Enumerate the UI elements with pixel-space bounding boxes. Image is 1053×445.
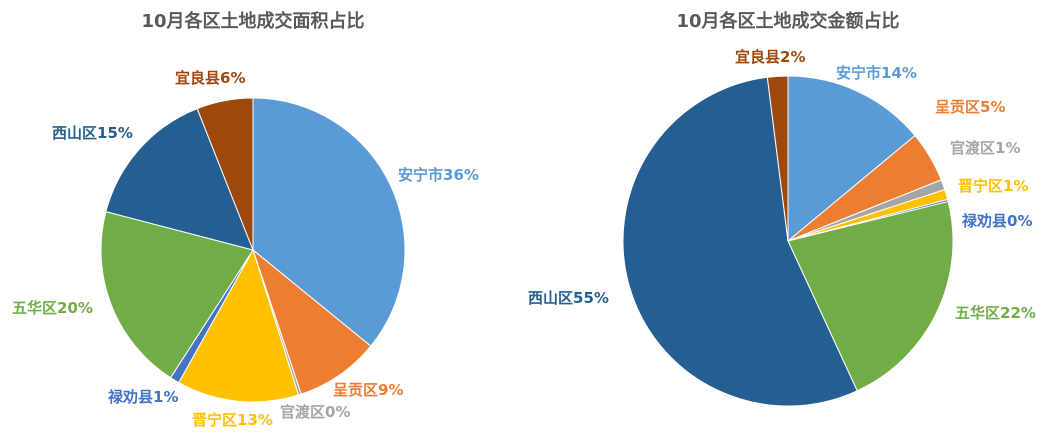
- slice-name: 官渡区: [950, 139, 995, 157]
- slice-label: 晋宁区1%: [958, 177, 1028, 195]
- slice-name: 五华区: [12, 299, 57, 317]
- slice-name: 呈贡区: [935, 98, 980, 116]
- chart-title: 10月各区土地成交金额占比: [676, 10, 899, 32]
- slice-label: 五华区22%: [955, 304, 1036, 322]
- pie-slice: [766, 75, 789, 242]
- slice-value: 5%: [980, 98, 1005, 116]
- pie-slice: [100, 211, 254, 379]
- slice-name: 西山区: [528, 289, 573, 307]
- slice-label: 呈贡区9%: [333, 381, 403, 399]
- slice-label: 五华区20%: [12, 299, 93, 317]
- slice-name: 宜良县: [175, 69, 220, 87]
- pie-slice: [196, 97, 254, 251]
- slice-label: 西山区55%: [528, 289, 609, 307]
- pie-slice: [787, 75, 916, 243]
- pie-slice: [252, 97, 406, 347]
- slice-value: 36%: [443, 166, 479, 184]
- pie-slice: [105, 107, 254, 251]
- slice-value: 0%: [1007, 212, 1032, 230]
- slice-label: 呈贡区5%: [935, 98, 1005, 116]
- slice-value: 0%: [325, 403, 350, 421]
- slice-value: 13%: [237, 411, 273, 429]
- chart-title: 10月各区土地成交面积占比: [141, 10, 364, 32]
- slice-name: 禄劝县: [961, 212, 1007, 230]
- slice-name: 晋宁区: [958, 177, 1003, 195]
- slice-value: 2%: [780, 48, 805, 66]
- slice-value: 55%: [573, 289, 609, 307]
- slice-label: 宜良县6%: [175, 69, 245, 87]
- slice-label: 官渡区0%: [280, 403, 350, 421]
- slice-name: 宜良县: [735, 48, 780, 66]
- slice-label: 安宁市14%: [836, 64, 917, 82]
- pie-slice: [251, 248, 372, 395]
- slice-value: 6%: [220, 69, 245, 87]
- slice-value: 1%: [153, 388, 178, 406]
- slice-value: 1%: [1003, 177, 1028, 195]
- slice-label: 宜良县2%: [735, 48, 805, 66]
- slice-name: 呈贡区: [333, 381, 378, 399]
- slice-label: 晋宁区13%: [192, 411, 273, 429]
- pie-slice: [178, 248, 300, 403]
- slice-value: 1%: [995, 139, 1020, 157]
- slice-value: 15%: [97, 124, 133, 142]
- slice-name: 西山区: [52, 124, 97, 142]
- slice-name: 安宁市: [836, 64, 881, 82]
- slice-label: 禄劝县0%: [961, 212, 1032, 230]
- slice-name: 官渡区: [280, 403, 325, 421]
- slice-label: 西山区15%: [52, 124, 133, 142]
- pie-slice: [622, 76, 858, 407]
- slice-value: 9%: [378, 381, 403, 399]
- slice-name: 五华区: [955, 304, 1000, 322]
- slice-label: 官渡区1%: [950, 139, 1020, 157]
- slice-value: 20%: [57, 299, 93, 317]
- slice-value: 22%: [1000, 304, 1036, 322]
- slice-label: 安宁市36%: [398, 166, 479, 184]
- slice-value: 14%: [881, 64, 917, 82]
- pie-slice: [787, 200, 954, 392]
- slice-label: 禄劝县1%: [107, 388, 178, 406]
- slice-name: 晋宁区: [192, 411, 237, 429]
- slice-name: 安宁市: [398, 166, 443, 184]
- slice-name: 禄劝县: [107, 388, 153, 406]
